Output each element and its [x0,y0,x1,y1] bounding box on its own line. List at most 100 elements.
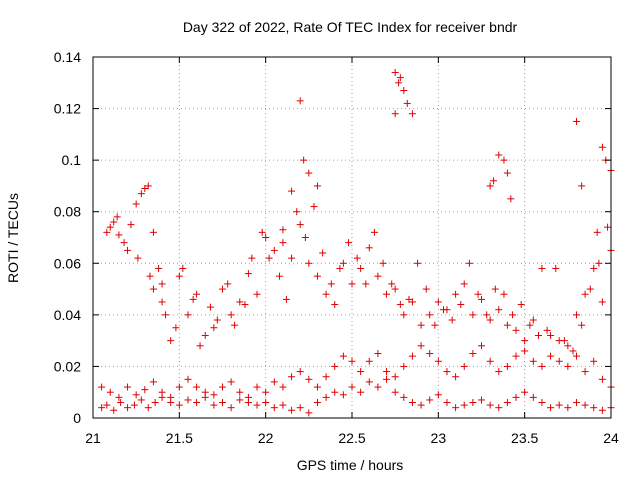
data-point [547,331,555,339]
data-point [604,223,612,231]
data-point [279,401,287,409]
data-point [598,406,606,414]
data-point [127,221,135,229]
y-tick-label: 0.02 [54,358,81,374]
data-point [521,388,529,396]
data-point [417,401,425,409]
data-point [486,401,494,409]
data-point [469,399,477,407]
data-point [110,406,118,414]
x-tick-label: 23 [431,430,447,446]
data-point [146,272,154,280]
data-point [296,404,304,412]
data-point [288,254,296,262]
data-point [219,399,226,407]
data-point [219,285,226,293]
data-point [512,352,520,360]
data-point [193,399,201,407]
data-point [224,280,232,288]
data-point [175,383,183,391]
data-point [503,321,511,329]
data-point [572,117,580,125]
data-point [509,311,517,319]
data-point [491,285,499,293]
data-point [483,311,491,319]
data-point [210,324,218,332]
data-point [443,399,451,407]
data-point [388,280,396,288]
data-point [151,399,159,407]
data-point [400,362,408,370]
data-point [117,399,125,407]
data-point [353,254,361,262]
data-point [581,401,589,409]
data-point [538,362,546,370]
data-point [201,331,209,339]
data-point [507,195,515,203]
data-point [219,383,226,391]
data-point [348,383,356,391]
data-point [313,182,321,190]
data-point [155,264,163,272]
data-point [331,301,339,309]
data-point [288,373,296,381]
data-point [400,87,408,95]
data-point [137,396,145,404]
data-point [213,316,221,324]
data-point [270,404,278,412]
data-point [184,375,192,383]
data-point [124,404,132,412]
data-point [227,311,235,319]
data-point [383,375,391,383]
data-point [210,391,218,399]
data-point [301,234,309,241]
data-point [262,388,270,396]
data-point [144,404,152,412]
data-point [503,399,511,407]
data-point [253,383,261,391]
data-point [457,301,465,309]
data-point [227,378,235,386]
data-point [300,156,308,164]
x-axis-label: GPS time / hours [297,457,404,473]
data-point [167,399,175,407]
data-point [552,264,560,272]
data-point [403,99,411,107]
data-point [448,316,456,324]
data-point [319,249,327,257]
data-point [231,321,239,329]
data-point [110,218,118,226]
data-point [598,298,606,306]
data-point [103,401,111,409]
data-point [486,357,494,365]
data-point [572,399,580,407]
data-point [414,259,422,267]
data-point [313,399,321,407]
data-point [512,393,520,401]
data-point [500,290,508,298]
data-point [279,226,287,234]
data-point [189,295,197,303]
data-point [581,290,589,298]
data-point [362,280,370,288]
data-point [305,169,313,177]
data-point [282,295,290,303]
data-point [130,401,138,409]
y-tick-label: 0.08 [54,204,81,220]
data-point [270,378,278,386]
data-point [590,264,598,272]
data-point [572,311,580,319]
data-point [512,326,520,334]
data-point [348,280,356,288]
data-point [547,404,555,412]
data-point [348,357,356,365]
y-tick-label: 0.12 [54,101,81,117]
data-point [322,393,330,401]
data-point [434,391,442,399]
data-point [149,285,157,293]
axis-ticks [92,56,612,419]
data-point [452,290,460,298]
data-point [120,239,128,247]
data-point [345,239,353,247]
data-point [322,373,330,381]
